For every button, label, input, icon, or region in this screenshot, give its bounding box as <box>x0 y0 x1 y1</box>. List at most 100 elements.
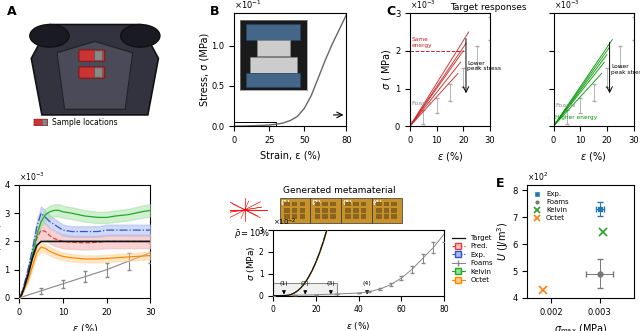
Y-axis label: $U$ (J/m$^3$): $U$ (J/m$^3$) <box>495 222 511 261</box>
Target <box>111 239 119 243</box>
Text: E: E <box>495 177 504 190</box>
Bar <box>300 214 305 219</box>
Text: Target responses: Target responses <box>450 3 527 13</box>
Bar <box>292 208 298 213</box>
Text: Foams: Foams <box>412 102 432 107</box>
Text: (4): (4) <box>373 200 383 205</box>
Target <box>147 239 154 243</box>
Bar <box>346 214 351 219</box>
FancyBboxPatch shape <box>310 199 341 223</box>
Bar <box>315 208 320 213</box>
Text: (3): (3) <box>342 200 352 205</box>
Text: A: A <box>7 5 17 18</box>
Bar <box>353 202 358 207</box>
Target <box>51 239 58 243</box>
Text: (2): (2) <box>312 200 321 205</box>
Bar <box>376 202 381 207</box>
Target <box>125 239 132 243</box>
Bar <box>323 214 328 219</box>
Text: $\bar{\rho}=10\%$: $\bar{\rho}=10\%$ <box>234 227 269 240</box>
Bar <box>292 214 298 219</box>
Bar <box>323 202 328 207</box>
Target <box>138 239 145 243</box>
Bar <box>315 214 320 219</box>
Polygon shape <box>31 24 159 115</box>
Y-axis label: $\sigma$ ( MPa): $\sigma$ ( MPa) <box>380 49 394 90</box>
Text: $\times10^{2}$: $\times10^{2}$ <box>527 170 548 183</box>
Text: Same
energy: Same energy <box>412 37 432 48</box>
Text: Higher energy: Higher energy <box>555 116 597 120</box>
FancyBboxPatch shape <box>95 51 103 60</box>
Bar <box>392 202 397 207</box>
FancyBboxPatch shape <box>42 119 47 125</box>
Target <box>81 239 89 243</box>
X-axis label: Strain, ε (%): Strain, ε (%) <box>260 151 321 161</box>
Legend: Exp., Foams, Kelvin, Octet: Exp., Foams, Kelvin, Octet <box>531 188 572 224</box>
Target <box>68 239 76 243</box>
Target <box>46 239 54 243</box>
Target <box>103 239 111 243</box>
X-axis label: $\sigma_{\rm max}$ (MPa): $\sigma_{\rm max}$ (MPa) <box>554 322 607 331</box>
Bar <box>376 208 381 213</box>
Bar <box>346 202 351 207</box>
Target <box>33 244 40 248</box>
Bar <box>330 214 335 219</box>
Target <box>20 287 28 291</box>
Bar <box>384 202 389 207</box>
Bar <box>353 214 358 219</box>
Text: Foams: Foams <box>555 103 575 108</box>
Bar <box>315 202 320 207</box>
Target <box>94 239 102 243</box>
Bar <box>284 208 290 213</box>
Text: Generated metamaterial: Generated metamaterial <box>283 186 396 195</box>
Bar <box>323 208 328 213</box>
Text: $\times10^{-3}$: $\times10^{-3}$ <box>554 0 579 11</box>
Target <box>42 239 49 243</box>
Bar <box>284 214 290 219</box>
Y-axis label: $\sigma$ (MPa): $\sigma$ (MPa) <box>0 222 3 260</box>
X-axis label: $\varepsilon$ (%): $\varepsilon$ (%) <box>436 151 463 164</box>
Bar <box>284 202 290 207</box>
FancyBboxPatch shape <box>79 50 105 61</box>
Target <box>17 293 25 297</box>
FancyBboxPatch shape <box>372 199 403 223</box>
X-axis label: $\varepsilon$ (%): $\varepsilon$ (%) <box>72 322 98 331</box>
Bar <box>384 208 389 213</box>
Text: $\times10^{-1}$: $\times10^{-1}$ <box>234 0 262 11</box>
Target <box>24 273 32 277</box>
Text: Lower
peak stress: Lower peak stress <box>611 64 640 75</box>
Text: (1): (1) <box>281 200 291 205</box>
Ellipse shape <box>120 24 160 47</box>
Bar <box>292 202 298 207</box>
Bar <box>300 208 305 213</box>
FancyBboxPatch shape <box>79 67 105 78</box>
Bar <box>376 214 381 219</box>
Bar <box>392 214 397 219</box>
Y-axis label: Stress, σ (MPa): Stress, σ (MPa) <box>200 33 210 106</box>
FancyBboxPatch shape <box>34 119 47 126</box>
Bar <box>361 202 366 207</box>
Bar <box>234 122 276 126</box>
Bar <box>361 208 366 213</box>
Target <box>55 239 63 243</box>
Target <box>59 239 67 243</box>
Bar <box>330 208 335 213</box>
FancyBboxPatch shape <box>280 199 310 223</box>
Line: Target: Target <box>19 241 150 298</box>
Bar <box>392 208 397 213</box>
Bar <box>300 202 305 207</box>
Text: $\times10^{-3}$: $\times10^{-3}$ <box>19 170 45 183</box>
Text: B: B <box>209 5 219 18</box>
Bar <box>346 208 351 213</box>
Text: $\times10^{-3}$: $\times10^{-3}$ <box>410 0 436 11</box>
Target <box>29 257 36 260</box>
FancyBboxPatch shape <box>95 68 103 77</box>
Text: C: C <box>386 5 395 18</box>
FancyBboxPatch shape <box>341 199 372 223</box>
Target <box>37 239 45 243</box>
Polygon shape <box>57 41 132 109</box>
Bar <box>353 208 358 213</box>
Target <box>15 296 23 300</box>
Bar <box>361 214 366 219</box>
Ellipse shape <box>30 24 69 47</box>
